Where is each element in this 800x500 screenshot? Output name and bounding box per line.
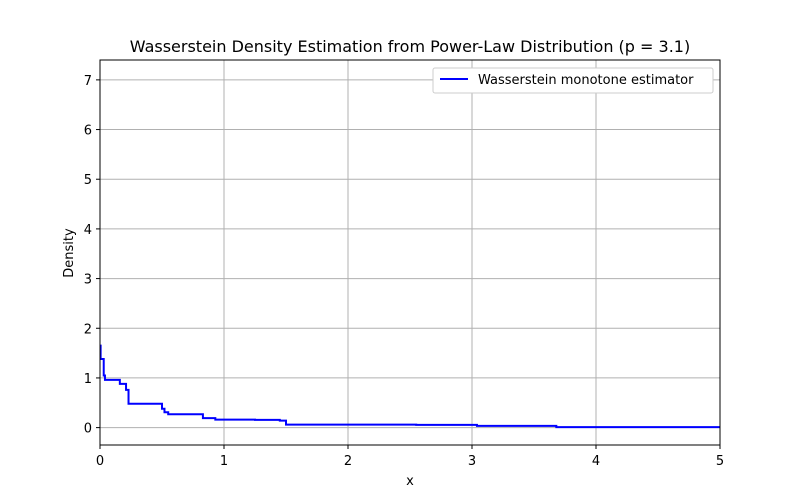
y-tick-label: 6 <box>84 124 92 139</box>
plot-frame <box>99 59 721 446</box>
x-tick-label: 0 <box>96 454 104 469</box>
x-tick-label: 5 <box>716 454 724 469</box>
grid <box>99 60 721 445</box>
chart-title: Wasserstein Density Estimation from Powe… <box>130 37 690 56</box>
y-tick-label: 5 <box>84 173 92 188</box>
series-layer <box>99 344 720 429</box>
y-tick-label: 2 <box>84 322 92 337</box>
legend-label: Wasserstein monotone estimator <box>478 73 694 88</box>
y-tick-label: 1 <box>84 372 92 387</box>
x-tick-label: 2 <box>344 454 352 469</box>
legend: Wasserstein monotone estimator <box>432 67 714 94</box>
y-tick-label: 7 <box>84 74 92 89</box>
axis-ticks: 0 1 2 3 4 5 0 1 2 3 4 5 6 7 <box>84 74 724 469</box>
x-axis-label: x <box>406 474 414 489</box>
x-tick-label: 1 <box>220 454 228 469</box>
x-tick-label: 4 <box>592 454 600 469</box>
y-tick-label: 3 <box>84 273 92 288</box>
series-line <box>99 344 720 429</box>
y-tick-label: 4 <box>84 223 92 238</box>
y-tick-label: 0 <box>84 422 92 437</box>
y-axis-label: Density <box>62 228 77 278</box>
x-tick-label: 3 <box>468 454 476 469</box>
legend-frame <box>432 67 714 94</box>
